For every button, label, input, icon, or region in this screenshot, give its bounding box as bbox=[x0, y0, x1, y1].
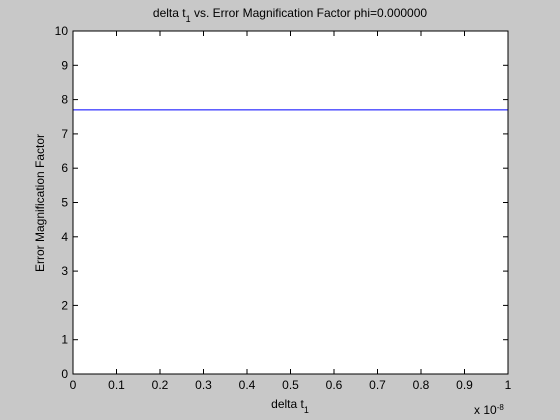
x-tick-label: 0.8 bbox=[413, 378, 430, 392]
x-axis-label-subscript: 1 bbox=[304, 405, 309, 415]
y-tick-label: 6 bbox=[61, 161, 68, 175]
y-tick-label: 8 bbox=[61, 93, 68, 107]
y-tick-label: 3 bbox=[61, 264, 68, 278]
x-tick-label: 1 bbox=[505, 378, 512, 392]
y-tick-label: 9 bbox=[61, 58, 68, 72]
chart-title-prefix: delta t bbox=[153, 6, 186, 20]
x-tick-label: 0.3 bbox=[195, 378, 212, 392]
x-axis-label: delta t1 bbox=[271, 397, 309, 415]
x-axis-label-main: delta t bbox=[271, 397, 304, 411]
x-tick-label: 0.4 bbox=[239, 378, 256, 392]
x-axis-multiplier-base: x 10 bbox=[474, 403, 497, 417]
x-tick-label: 0.5 bbox=[282, 378, 299, 392]
y-tick-label: 4 bbox=[61, 230, 68, 244]
y-tick-label: 2 bbox=[61, 298, 68, 312]
x-tick-label: 0.2 bbox=[152, 378, 169, 392]
chart-title: delta t1 vs. Error Magnification Factor … bbox=[153, 6, 428, 24]
x-tick-label: 0 bbox=[70, 378, 77, 392]
y-tick-label: 7 bbox=[61, 127, 68, 141]
y-tick-label: 5 bbox=[61, 196, 68, 210]
plot-area bbox=[73, 31, 508, 374]
x-tick-label: 0.9 bbox=[456, 378, 473, 392]
ticks-layer: 0 0.1 0.2 0.3 0.4 0.5 0.6 0.7 0.8 0.9 101234567891… bbox=[55, 24, 512, 392]
chart-title-suffix: vs. Error Magnification Factor phi=0.000… bbox=[191, 6, 428, 20]
x-tick-label: 0.1 bbox=[108, 378, 125, 392]
x-tick-label: 0.6 bbox=[326, 378, 343, 392]
y-tick-label: 1 bbox=[61, 333, 68, 347]
y-axis-label: Error Magnification Factor bbox=[33, 134, 47, 272]
y-tick-label: 0 bbox=[61, 367, 68, 381]
chart-title-subscript: 1 bbox=[186, 14, 191, 24]
x-axis-multiplier: x 10-8 bbox=[474, 403, 504, 418]
axes-frame bbox=[72, 30, 509, 375]
y-tick-label: 10 bbox=[55, 24, 69, 38]
x-axis-multiplier-exponent: -8 bbox=[497, 403, 505, 412]
x-tick-label: 0.7 bbox=[369, 378, 386, 392]
